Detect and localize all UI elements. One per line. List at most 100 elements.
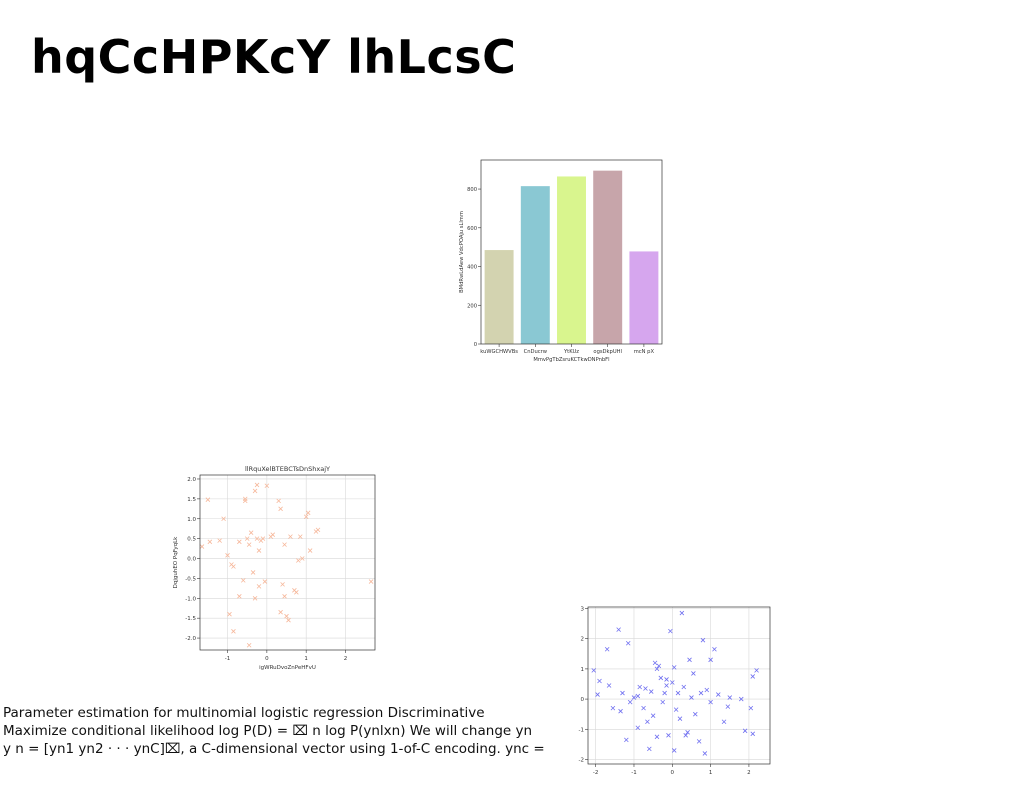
point-34 — [284, 613, 289, 619]
point-16 — [250, 570, 256, 575]
point-7 — [227, 611, 232, 617]
point-40 — [693, 711, 698, 717]
point-13 — [244, 536, 250, 541]
y-axis-label: BMdRwLdAew VdcPOAju sLlmm — [459, 211, 465, 293]
y-tick-label: 800 — [467, 187, 477, 193]
point-1 — [595, 692, 600, 697]
point-6 — [616, 627, 621, 632]
bar-mcN pX — [629, 251, 659, 344]
point-47 — [282, 594, 287, 599]
point-53 — [748, 705, 754, 711]
point-46 — [286, 617, 291, 623]
point-17 — [252, 488, 258, 494]
scatter-chart-orange-svg: -1 0 1 2 -2.0 -1.5 -1.0 -0.5 0.0 0.5 1.0 1.5 2.0 llRq… — [173, 465, 376, 671]
point-37 — [685, 730, 690, 735]
x-tick-label: ogsDkpUHl — [593, 349, 622, 355]
y-tick-label: 0.5 — [187, 537, 196, 543]
y-tick-label: 0.0 — [187, 557, 196, 563]
point-35 — [679, 610, 685, 616]
point-61 — [635, 725, 641, 731]
point-39 — [689, 695, 694, 700]
point-10 — [240, 578, 246, 583]
point-23 — [260, 536, 266, 541]
x-tick-label: CnDucrw — [524, 349, 548, 355]
body-paragraph: Parameter estimation for multinomial log… — [3, 704, 563, 758]
point-25 — [264, 483, 270, 489]
y-tick-label: 400 — [467, 265, 477, 271]
x-axis-label: igWRuDvoZnPeHFvU — [259, 665, 316, 671]
point-11 — [242, 498, 248, 504]
point-32 — [280, 582, 285, 587]
x-tick-label: YtKUz — [563, 349, 579, 355]
point-25 — [660, 699, 665, 705]
point-16 — [643, 686, 648, 691]
x-tick-label: 0 — [265, 656, 269, 662]
point-62 — [664, 677, 669, 682]
chart-title: llRquXelBTEBCTsDnShxajY — [245, 465, 330, 473]
point-43 — [700, 637, 706, 643]
point-50 — [727, 695, 733, 700]
point-60 — [708, 699, 713, 705]
point-24 — [262, 579, 268, 584]
scatter-chart-blue: -2 -1 0 1 2 -2 -1 0 1 2 3 — [575, 601, 775, 781]
x-tick-label: -1 — [225, 656, 230, 662]
y-tick-label: -2 — [579, 757, 584, 763]
point-57 — [656, 663, 662, 669]
y-tick-label: -2.0 — [185, 636, 196, 642]
point-23 — [654, 734, 660, 740]
point-38 — [687, 657, 692, 663]
bar-CnDucrw — [520, 186, 550, 344]
point-56 — [750, 731, 756, 737]
x-tick-label: 0 — [671, 770, 675, 776]
point-5 — [610, 705, 616, 711]
point-39 — [299, 556, 305, 561]
x-tick-label: mcN pX — [634, 349, 655, 355]
point-7 — [618, 708, 623, 714]
body-line-3: y n = [yn1 yn2 · · · ynC]⌧, a C-dimensio… — [3, 741, 545, 757]
plot-frame — [199, 474, 376, 651]
point-18 — [254, 482, 260, 488]
point-48 — [256, 584, 262, 589]
scatter-chart-orange: -1 0 1 2 -2.0 -1.5 -1.0 -0.5 0.0 0.5 1.0 1.5 2.0 llRq… — [165, 460, 380, 674]
y-tick-label: 1.5 — [187, 497, 196, 503]
point-2 — [597, 678, 602, 684]
y-tick-label: 3 — [581, 607, 585, 613]
point-33 — [675, 690, 681, 696]
point-44 — [704, 687, 710, 693]
point-21 — [256, 548, 262, 553]
point-14 — [637, 684, 643, 690]
point-3 — [604, 646, 610, 652]
point-45 — [278, 609, 283, 615]
x-tick-label: -1 — [631, 770, 636, 776]
point-0 — [205, 497, 211, 502]
point-10 — [625, 640, 631, 646]
x-tick-label: -2 — [593, 770, 598, 776]
x-tick-label: 1 — [709, 770, 713, 776]
point-21 — [652, 660, 658, 666]
bar-chart-svg: kuWGCHWVBs CnDucrw YtKUz ogsDkpUHl mcN pX 0 20… — [459, 159, 663, 363]
slide-title: hqCcHPKcY lhLcsC — [31, 30, 517, 84]
y-tick-label: 2.0 — [187, 477, 196, 483]
y-tick-label: 200 — [467, 303, 477, 309]
x-tick-label: 2 — [344, 656, 348, 662]
point-11 — [627, 699, 633, 705]
y-tick-label: -1 — [579, 727, 584, 733]
x-tick-label: 1 — [304, 656, 308, 662]
point-27 — [270, 532, 276, 537]
point-48 — [721, 719, 727, 725]
point-46 — [712, 646, 717, 652]
point-30 — [276, 498, 281, 504]
point-54 — [750, 674, 756, 679]
point-19 — [252, 596, 258, 601]
point-33 — [282, 542, 287, 547]
x-axis-label: MmvPgTbZsruKCTkwDNPnbFl — [533, 357, 609, 363]
point-24 — [658, 675, 664, 681]
point-6 — [231, 564, 236, 569]
point-19 — [648, 689, 654, 694]
point-58 — [671, 748, 677, 753]
point-50 — [199, 544, 205, 549]
point-47 — [715, 692, 721, 697]
point-34 — [677, 716, 683, 721]
plot-frame — [587, 606, 771, 765]
point-12 — [631, 695, 637, 700]
